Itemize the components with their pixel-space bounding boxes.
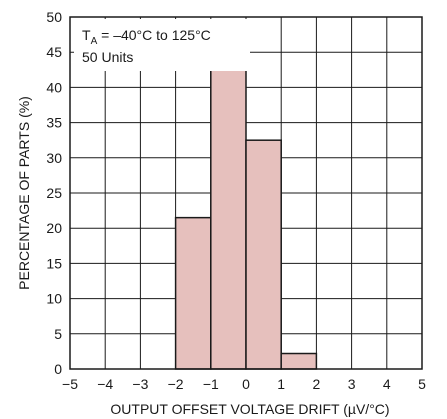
y-tick-label: 25 bbox=[46, 185, 62, 201]
x-tick-label: 3 bbox=[348, 376, 356, 392]
plot-frame bbox=[69, 16, 423, 370]
annotation-line-2: 50 Units bbox=[82, 49, 133, 65]
x-tick-labels: −5 −4 −3 −2 −1 0 1 2 3 4 5 bbox=[62, 376, 426, 392]
x-tick-label: −4 bbox=[97, 376, 113, 392]
y-tick-label: 20 bbox=[46, 220, 62, 236]
y-tick-label: 35 bbox=[46, 115, 62, 131]
histogram-bar bbox=[245, 139, 282, 370]
histogram-bar bbox=[280, 352, 318, 370]
x-tick-label: −5 bbox=[62, 376, 78, 392]
x-tick-label: −1 bbox=[203, 376, 219, 392]
histogram-bars bbox=[174, 62, 318, 370]
y-axis-label: PERCENTAGE OF PARTS (%) bbox=[16, 96, 32, 290]
y-tick-labels: 0 5 10 15 20 25 30 35 40 45 50 bbox=[46, 9, 62, 377]
y-tick-label: 5 bbox=[54, 326, 62, 342]
x-tick-label: −2 bbox=[168, 376, 184, 392]
x-tick-label: 4 bbox=[383, 376, 391, 392]
x-tick-label: 0 bbox=[242, 376, 250, 392]
annotation-line-1: TA = –40°C to 125°C bbox=[82, 27, 211, 47]
histogram-bar bbox=[174, 216, 212, 370]
y-tick-label: 30 bbox=[46, 150, 62, 166]
y-tick-label: 0 bbox=[54, 361, 62, 377]
histogram-bar bbox=[210, 62, 247, 370]
annotation-box bbox=[74, 19, 250, 71]
y-tick-label: 15 bbox=[46, 255, 62, 271]
y-tick-label: 40 bbox=[46, 79, 62, 95]
x-tick-label: 2 bbox=[313, 376, 321, 392]
y-tick-label: 50 bbox=[46, 9, 62, 25]
x-tick-label: −3 bbox=[132, 376, 148, 392]
x-axis-label: OUTPUT OFFSET VOLTAGE DRIFT (µV/°C) bbox=[110, 401, 389, 417]
y-tick-label: 45 bbox=[46, 44, 62, 60]
x-tick-label: 1 bbox=[277, 376, 285, 392]
y-tick-label: 10 bbox=[46, 291, 62, 307]
x-tick-label: 5 bbox=[418, 376, 426, 392]
